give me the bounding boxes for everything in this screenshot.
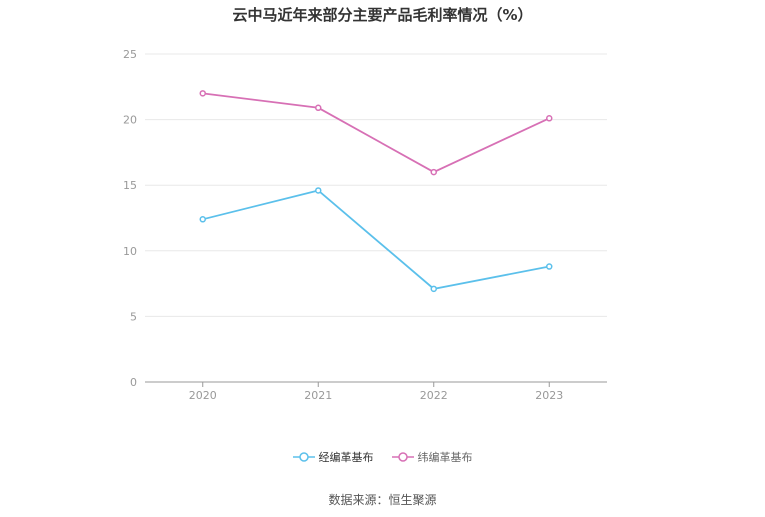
x-tick-label: 2022 bbox=[420, 389, 448, 402]
y-tick-label: 25 bbox=[123, 48, 137, 61]
gridlines bbox=[145, 53, 607, 317]
series-line-0 bbox=[202, 189, 550, 290]
series-line-1 bbox=[202, 92, 550, 174]
series-lines bbox=[199, 90, 553, 293]
x-tick-label: 2020 bbox=[189, 389, 217, 402]
chart-title: 云中马近年来部分主要产品毛利率情况（%） bbox=[232, 6, 533, 24]
data-point[interactable] bbox=[546, 115, 553, 122]
y-axis-tick-labels: 0 5 10 15 20 25 bbox=[123, 48, 137, 389]
y-tick-label: 0 bbox=[130, 376, 137, 389]
y-tick-label: 20 bbox=[123, 114, 137, 127]
data-point[interactable] bbox=[199, 90, 206, 97]
legend-label: 纬编革基布 bbox=[417, 451, 473, 464]
legend: 经编革基布 纬编革基布 bbox=[0, 449, 765, 465]
data-point[interactable] bbox=[430, 168, 437, 176]
y-tick-label: 10 bbox=[123, 245, 137, 258]
data-point[interactable] bbox=[430, 285, 437, 293]
x-axis: 2020 2021 2022 2023 bbox=[145, 381, 607, 402]
legend-marker-icon bbox=[292, 452, 315, 462]
y-tick-label: 15 bbox=[123, 179, 137, 192]
data-point[interactable] bbox=[315, 104, 322, 112]
x-tick-label: 2023 bbox=[535, 389, 563, 402]
x-tick-label: 2021 bbox=[304, 389, 332, 402]
legend-item-series-1[interactable]: 纬编革基布 bbox=[391, 449, 473, 465]
legend-label: 经编革基布 bbox=[318, 451, 374, 464]
source-note: 数据来源：恒生聚源 bbox=[328, 493, 437, 507]
legend-item-series-0[interactable]: 经编革基布 bbox=[292, 449, 374, 465]
data-point[interactable] bbox=[546, 263, 553, 270]
y-tick-label: 5 bbox=[130, 310, 137, 323]
data-point[interactable] bbox=[315, 187, 322, 194]
data-point[interactable] bbox=[199, 216, 206, 223]
legend-marker-icon bbox=[391, 452, 414, 462]
